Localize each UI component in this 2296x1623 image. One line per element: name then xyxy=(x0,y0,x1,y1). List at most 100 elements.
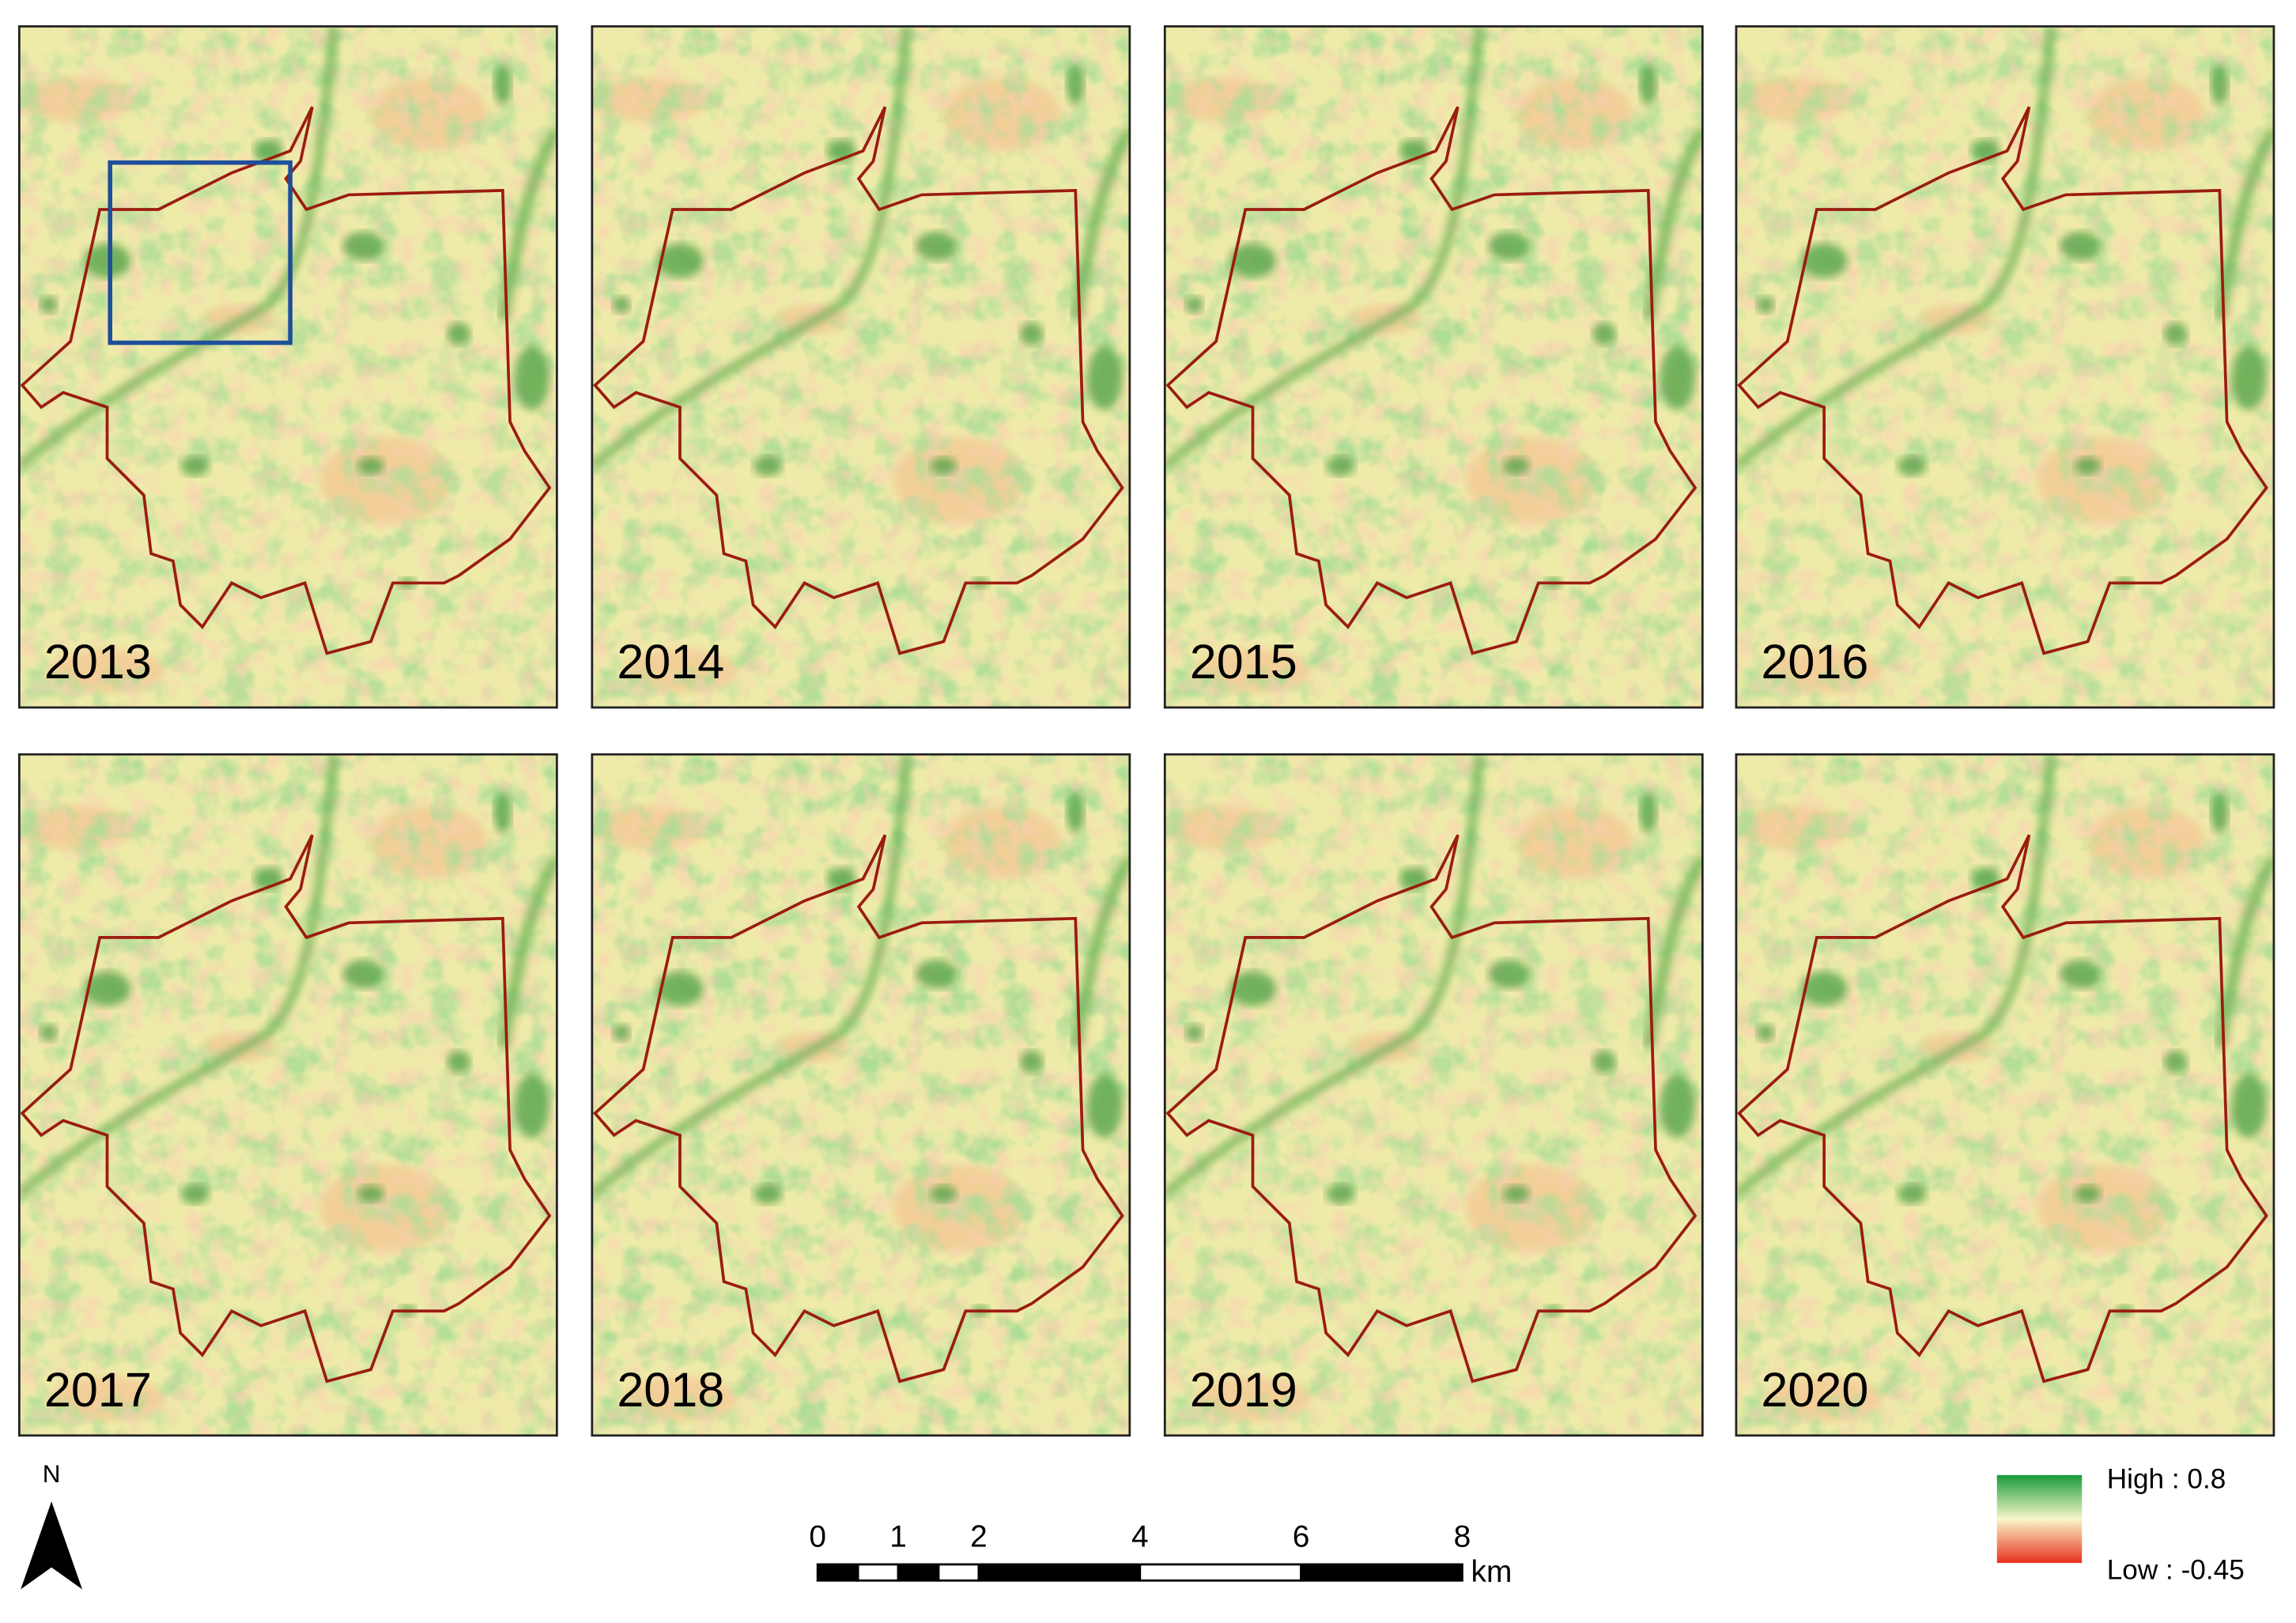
river-east xyxy=(2214,126,2274,321)
texture-red xyxy=(1165,26,1703,708)
scale-tick-label: 6 xyxy=(1293,1520,1310,1554)
panel-frame xyxy=(1735,25,2275,709)
scale-segment xyxy=(1139,1563,1303,1582)
high-area xyxy=(357,1184,384,1203)
high-area xyxy=(357,457,384,475)
map-raster xyxy=(1735,754,2274,1436)
high-area xyxy=(447,1050,471,1074)
high-area xyxy=(1800,971,1848,1006)
map-panel: 2019 xyxy=(1163,753,1704,1437)
map-panel: 2017 xyxy=(17,753,558,1437)
high-area xyxy=(930,1184,957,1203)
high-area xyxy=(40,296,58,314)
high-area xyxy=(930,457,957,475)
high-area xyxy=(612,1024,631,1042)
river-east xyxy=(497,126,557,321)
high-area xyxy=(2074,1184,2102,1203)
river-east xyxy=(2214,854,2274,1049)
high-area xyxy=(1087,1074,1123,1138)
year-label: 2017 xyxy=(44,1363,152,1417)
high-area xyxy=(40,1024,58,1042)
high-area xyxy=(2163,1050,2188,1074)
map-raster xyxy=(591,26,1130,708)
high-area xyxy=(1800,243,1848,279)
high-area xyxy=(1326,1183,1356,1205)
high-area xyxy=(493,64,512,106)
map-panel: 2014 xyxy=(591,25,1131,709)
high-area xyxy=(1660,345,1696,410)
high-area xyxy=(1087,345,1123,410)
high-area xyxy=(1897,455,1927,477)
texture-red xyxy=(1735,754,2274,1436)
high-area xyxy=(1229,243,1277,279)
year-label: 2016 xyxy=(1761,635,1868,689)
north-arrow: N xyxy=(21,1459,83,1590)
scale-segment xyxy=(856,1563,900,1582)
scale-segment xyxy=(897,1563,940,1582)
scale-segment xyxy=(937,1563,980,1582)
year-label: 2018 xyxy=(617,1363,724,1417)
legend-high: High : 0.8 xyxy=(2107,1464,2226,1495)
scale-segment xyxy=(1300,1563,1463,1582)
high-area xyxy=(83,243,131,279)
map-raster xyxy=(1165,26,1703,708)
high-area xyxy=(753,1183,783,1205)
high-area xyxy=(1019,1050,1044,1074)
high-area xyxy=(753,455,783,477)
high-area xyxy=(1185,296,1203,314)
high-area xyxy=(514,1074,550,1138)
river-east xyxy=(1642,854,1703,1049)
high-area xyxy=(1019,322,1044,346)
high-area xyxy=(2163,322,2188,346)
panel-frame xyxy=(591,25,1131,709)
high-area xyxy=(1639,64,1657,106)
inset-box xyxy=(108,160,293,345)
high-area xyxy=(1756,1024,1775,1042)
high-area xyxy=(2231,345,2267,410)
texture-red xyxy=(19,26,557,708)
scale-tick-label: 4 xyxy=(1131,1520,1149,1554)
high-area xyxy=(2211,64,2229,106)
scale-tick-label: 1 xyxy=(889,1520,907,1554)
high-area xyxy=(493,792,512,834)
panel-frame xyxy=(1163,753,1704,1437)
year-label: 2020 xyxy=(1761,1363,1868,1417)
map-panel: 2018 xyxy=(591,753,1131,1437)
high-area xyxy=(916,959,957,989)
year-label: 2014 xyxy=(617,635,724,689)
scale-segment xyxy=(977,1563,1142,1582)
high-area xyxy=(2211,792,2229,834)
high-area xyxy=(1660,1074,1696,1138)
high-area xyxy=(447,322,471,346)
high-area xyxy=(1503,1184,1530,1203)
high-area xyxy=(180,1183,210,1205)
scale-unit: km xyxy=(1471,1555,1512,1589)
map-raster xyxy=(1165,754,1703,1436)
texture-red xyxy=(591,26,1130,708)
legend-ramp xyxy=(1996,1474,2083,1564)
scale-tick-label: 8 xyxy=(1454,1520,1471,1554)
high-area xyxy=(656,971,704,1006)
high-area xyxy=(1897,1183,1927,1205)
high-area xyxy=(1503,457,1530,475)
texture-red xyxy=(591,754,1130,1436)
north-label: N xyxy=(43,1459,61,1488)
river-east xyxy=(1070,126,1130,321)
high-area xyxy=(2060,231,2102,261)
map-raster xyxy=(19,26,557,708)
texture-red xyxy=(1165,754,1703,1436)
river-east xyxy=(1070,854,1130,1049)
map-raster xyxy=(591,754,1130,1436)
year-label: 2013 xyxy=(44,635,152,689)
high-area xyxy=(1488,959,1530,989)
high-area xyxy=(342,231,384,261)
high-area xyxy=(2231,1074,2267,1138)
texture-red xyxy=(19,754,557,1436)
map-panel: 2015 xyxy=(1163,25,1704,709)
panel-frame xyxy=(17,25,558,709)
high-area xyxy=(1592,322,1616,346)
panels: 2013 2014 2015 2016 2017 2018 2019 2020 xyxy=(17,25,2275,1437)
river-east xyxy=(497,854,557,1049)
map-panel: 2020 xyxy=(1735,753,2275,1437)
